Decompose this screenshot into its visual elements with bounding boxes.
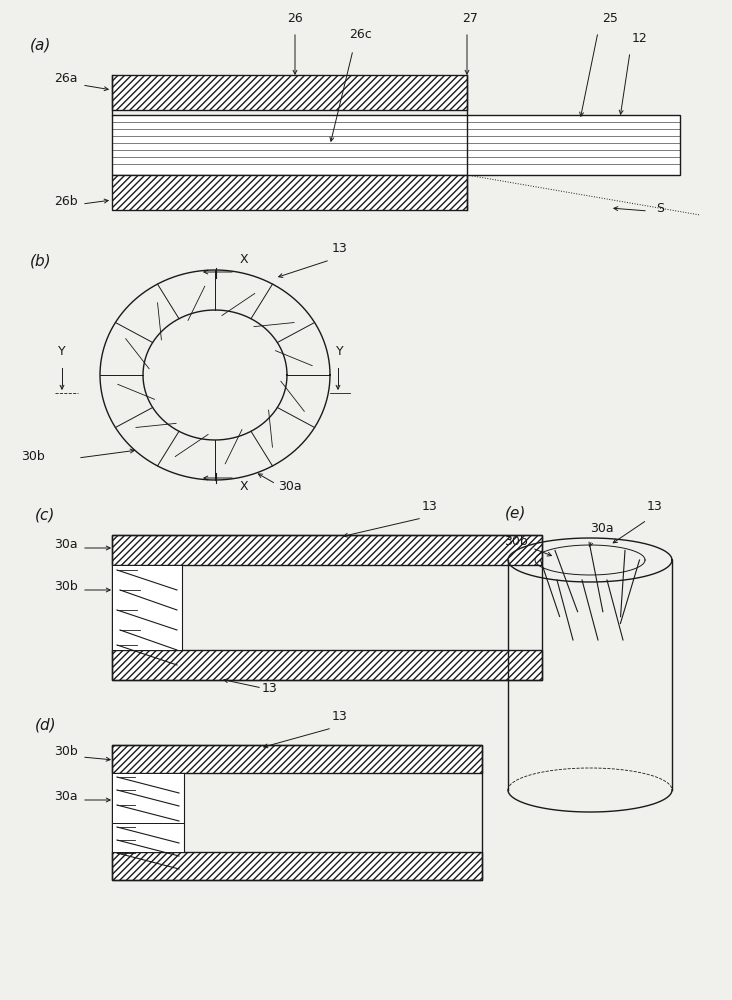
Text: X: X [240,253,249,266]
Text: 30b: 30b [21,450,45,463]
Text: (d): (d) [35,718,56,733]
Text: 13: 13 [647,500,663,513]
Text: 30a: 30a [278,480,302,493]
Text: Y: Y [58,345,66,358]
Text: X: X [240,480,249,493]
Text: 30a: 30a [54,538,78,551]
Text: 30b: 30b [504,535,528,548]
Text: 30a: 30a [590,522,613,535]
Polygon shape [112,823,184,852]
Text: 12: 12 [632,32,648,45]
Text: S: S [656,202,664,215]
Polygon shape [112,535,542,565]
Text: 26: 26 [287,12,303,25]
Polygon shape [112,745,482,773]
Polygon shape [112,773,184,823]
Text: 13: 13 [332,710,348,723]
Text: 13: 13 [262,682,278,695]
Text: (b): (b) [30,253,52,268]
Text: 30a: 30a [54,790,78,803]
Text: 26c: 26c [348,28,371,41]
Text: 26b: 26b [54,195,78,208]
Text: (a): (a) [30,38,51,53]
Polygon shape [112,565,182,650]
Text: 30b: 30b [54,580,78,593]
Text: 13: 13 [332,242,348,255]
Text: 27: 27 [462,12,478,25]
Text: 25: 25 [602,12,618,25]
Text: 30b: 30b [54,745,78,758]
Polygon shape [112,852,482,880]
Text: 13: 13 [422,500,438,513]
Polygon shape [112,115,680,175]
Text: Y: Y [336,345,344,358]
Text: (e): (e) [505,506,526,521]
Polygon shape [112,650,542,680]
Text: 26a: 26a [54,72,78,85]
Polygon shape [112,75,467,110]
Polygon shape [112,175,467,210]
Text: (c): (c) [35,508,56,523]
